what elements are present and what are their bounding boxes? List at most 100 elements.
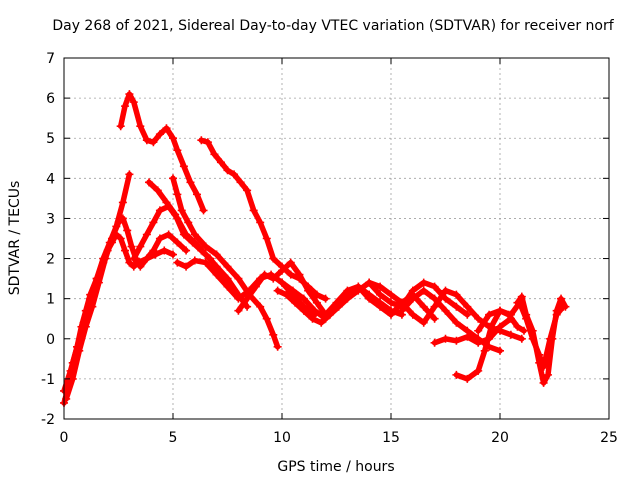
data-point — [164, 230, 173, 239]
data-point — [184, 218, 193, 227]
data-point — [155, 206, 164, 215]
data-point — [299, 294, 308, 303]
data-point — [88, 302, 97, 311]
data-point — [441, 334, 450, 343]
data-point — [269, 330, 278, 339]
data-point — [474, 314, 483, 323]
data-point — [430, 338, 439, 347]
data-point — [182, 230, 191, 239]
data-point — [212, 250, 221, 259]
data-point — [136, 122, 145, 131]
data-point — [262, 314, 271, 323]
data-point — [485, 310, 494, 319]
data-point — [118, 198, 127, 207]
data-point — [179, 162, 188, 171]
y-tick-label: 3 — [46, 211, 55, 227]
data-point — [269, 274, 278, 283]
data-point — [234, 306, 243, 315]
data-point — [474, 326, 483, 335]
data-point — [441, 286, 450, 295]
y-tick-label: 0 — [46, 332, 55, 348]
data-point — [243, 294, 252, 303]
series-line — [131, 203, 250, 310]
data-point — [513, 298, 522, 307]
data-point — [487, 322, 496, 331]
data-point — [496, 346, 504, 355]
data-point — [190, 256, 199, 265]
data-point — [101, 254, 110, 263]
data-point — [278, 278, 286, 287]
series-line — [514, 293, 569, 386]
data-point — [332, 302, 341, 311]
y-tick-label: 7 — [46, 51, 55, 67]
series-line — [63, 215, 189, 402]
data-point — [430, 294, 439, 303]
data-point — [387, 298, 395, 307]
data-point — [304, 286, 313, 295]
data-point — [114, 218, 123, 227]
data-point — [149, 218, 158, 227]
data-point — [136, 262, 145, 271]
plot-frame — [63, 57, 610, 420]
data-point — [430, 302, 439, 311]
data-point — [173, 238, 182, 247]
data-point — [153, 186, 162, 195]
data-point — [136, 242, 145, 251]
data-point — [118, 214, 127, 223]
data-point — [123, 226, 132, 235]
data-point — [142, 230, 151, 239]
data-point — [234, 294, 243, 303]
series-track-4 — [116, 90, 208, 215]
data-point — [548, 334, 557, 343]
data-point — [506, 310, 515, 319]
data-point — [162, 124, 171, 133]
data-point — [107, 234, 116, 243]
tick-layer: 0 5 10 15 20 25 -2 -1 0 1 2 3 4 5 6 7 — [41, 51, 618, 446]
y-tick-label: -1 — [41, 372, 55, 388]
data-point — [430, 282, 439, 291]
data-point — [125, 90, 134, 99]
data-point — [116, 122, 125, 131]
data-point — [169, 250, 177, 259]
series-line — [170, 175, 281, 350]
data-point — [365, 278, 374, 287]
x-tick-label: 5 — [169, 430, 178, 446]
data-point — [212, 270, 221, 279]
x-tick-label: 10 — [273, 430, 291, 446]
series-line — [235, 259, 405, 318]
data-point — [129, 254, 138, 263]
data-point — [223, 274, 232, 283]
data-point — [463, 302, 472, 311]
data-point — [463, 310, 472, 319]
data-point — [142, 136, 151, 145]
data-point — [230, 170, 239, 179]
data-point — [116, 234, 125, 243]
data-point — [387, 310, 395, 319]
data-point — [149, 138, 158, 147]
series-track-7 — [169, 174, 282, 351]
data-point — [210, 150, 219, 159]
data-point — [145, 178, 154, 187]
series-line — [61, 231, 176, 406]
data-point — [299, 306, 308, 315]
data-point — [321, 294, 330, 303]
data-point — [517, 292, 526, 301]
data-point — [169, 134, 177, 143]
data-point — [419, 286, 428, 295]
data-point — [376, 282, 385, 291]
data-point — [269, 254, 278, 263]
data-point — [262, 234, 271, 243]
data-point — [129, 98, 138, 107]
data-point — [419, 278, 428, 287]
data-point — [186, 178, 195, 187]
data-point — [223, 262, 232, 271]
y-tick-label: 6 — [46, 91, 55, 107]
y-tick-label: 4 — [46, 171, 55, 187]
y-tick-label: 5 — [46, 131, 55, 147]
data-point — [199, 206, 208, 215]
data-point — [408, 294, 417, 303]
data-point — [286, 258, 295, 267]
series-track-1 — [60, 230, 177, 407]
data-point — [295, 270, 304, 279]
data-point — [452, 370, 461, 379]
